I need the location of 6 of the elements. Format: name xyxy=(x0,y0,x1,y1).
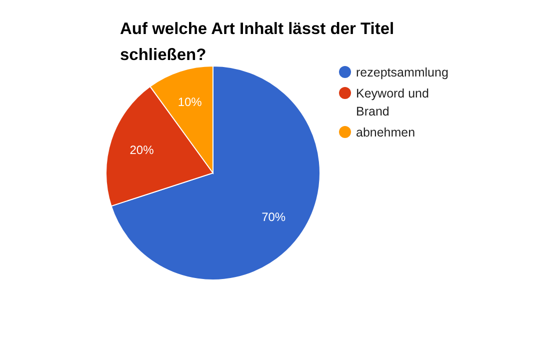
legend-label: abnehmen xyxy=(356,126,416,140)
legend-label: rezeptsammlung xyxy=(356,66,448,80)
data-label: 10% xyxy=(178,94,202,109)
data-label: 70% xyxy=(262,210,286,224)
data-label: 20% xyxy=(130,142,154,157)
chart-title: Auf welche Art Inhalt lässt der Titel schließen? xyxy=(120,20,394,64)
